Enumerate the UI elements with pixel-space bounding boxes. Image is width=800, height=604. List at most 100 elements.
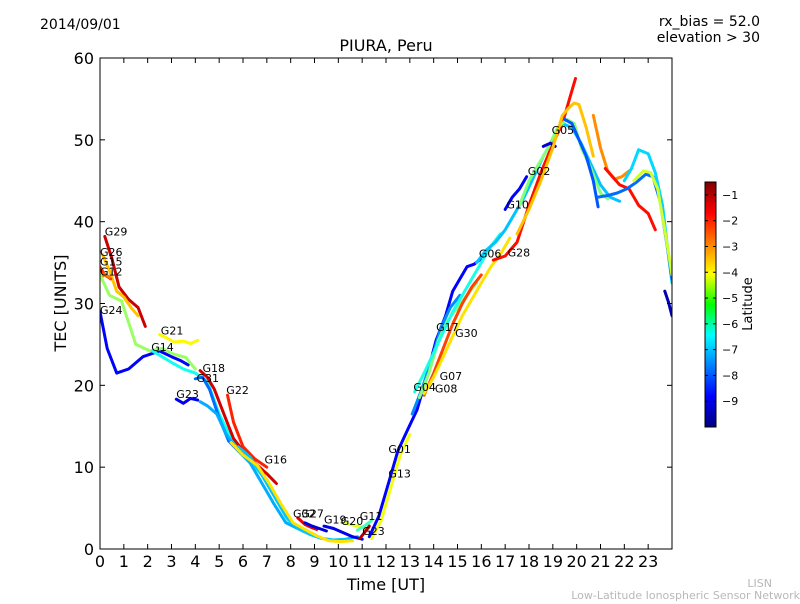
satellite-label-g23: G23 — [362, 525, 385, 538]
x-tick-label: 5 — [214, 552, 224, 571]
series-line-g12b — [663, 289, 672, 318]
x-tick-label: 12 — [376, 552, 396, 571]
satellite-label-g01: G01 — [388, 443, 411, 456]
x-tick-label: 2 — [143, 552, 153, 571]
date-label: 2014/09/01 — [40, 17, 121, 33]
y-tick-label: 50 — [74, 131, 94, 150]
satellite-label-layer: G29G26G15G12G24G21G14G18G31G22G23G16G32G… — [100, 124, 574, 538]
x-tick-label: 23 — [638, 552, 658, 571]
satellite-label-g26: G26 — [100, 246, 123, 259]
satellite-label-g07: G07 — [440, 370, 463, 383]
colorbar-tick-label: −1 — [722, 189, 738, 202]
axis-ticks: 0 1 2 3 4 5 6 7 8 9 10 11 12 13 14 15 16 17 18 19 20 21 22 2301… — [74, 49, 672, 571]
satellite-label-g12: G12 — [100, 266, 123, 279]
series-line-g24 — [100, 310, 190, 375]
series-line-g23 — [174, 396, 200, 405]
footer-network-name: Low-Latitude Ionospheric Sensor Network — [571, 589, 800, 602]
x-tick-label: 19 — [543, 552, 563, 571]
series-line-g27 — [303, 521, 328, 533]
x-tick-label: 8 — [286, 552, 296, 571]
satellite-label-g11: G11 — [360, 510, 383, 523]
series-line-g09 — [591, 113, 631, 181]
x-axis-label: Time [UT] — [346, 575, 425, 594]
satellite-label-g22: G22 — [226, 384, 249, 397]
colorbar-tick-label: −8 — [722, 369, 738, 382]
series-line-g26 — [100, 252, 140, 318]
series-line-g11 — [355, 518, 374, 532]
x-tick-label: 0 — [95, 552, 105, 571]
series-line-g23b — [198, 400, 312, 535]
satellite-label-g32: G32 — [293, 508, 316, 521]
colorbar-tick-label: −6 — [722, 318, 738, 331]
x-tick-label: 7 — [262, 552, 272, 571]
satellite-label-g13: G13 — [388, 468, 411, 481]
chart-title: PIURA, Peru — [339, 36, 433, 55]
satellite-label-g15: G15 — [100, 256, 123, 269]
y-tick-label: 20 — [74, 376, 94, 395]
x-tick-label: 18 — [519, 552, 539, 571]
colorbar — [704, 181, 717, 428]
satellite-label-g08: G08 — [435, 383, 458, 396]
y-tick-label: 10 — [74, 458, 94, 477]
colorbar-tick-label: −4 — [722, 266, 738, 279]
series-line-g04 — [413, 232, 502, 394]
x-tick-label: 10 — [328, 552, 348, 571]
series-line-g19 — [322, 524, 364, 541]
satellite-label-g29: G29 — [105, 225, 128, 238]
x-tick-label: 22 — [614, 552, 634, 571]
y-tick-label: 30 — [74, 295, 94, 314]
colorbar-tick-label: −9 — [722, 395, 738, 408]
x-tick-label: 4 — [190, 552, 200, 571]
satellite-label-g19: G19 — [324, 514, 347, 527]
series-line-g29 — [103, 234, 147, 328]
satellite-label-g10: G10 — [506, 198, 529, 211]
series-line-g03 — [563, 117, 600, 209]
satellite-label-g27: G27 — [301, 508, 324, 521]
colorbar-ticks: −1 −2 −3 −4 −5 −6 −7 −8 −9 — [705, 189, 738, 408]
series-line-g16b — [229, 441, 355, 544]
footer-lisn: LISN — [747, 577, 772, 590]
rx-bias-label: rx_bias = 52.0 — [658, 14, 760, 30]
y-tick-label: 0 — [84, 540, 94, 559]
satellite-label-g30: G30 — [455, 327, 478, 340]
series-line-g18 — [198, 369, 278, 485]
series-line-g24b — [100, 273, 197, 371]
x-tick-label: 16 — [471, 552, 491, 571]
series-layer — [100, 77, 672, 544]
satellite-label-g31: G31 — [197, 372, 220, 385]
series-line-g05b — [515, 101, 595, 236]
x-tick-label: 6 — [238, 552, 248, 571]
colorbar-tick-label: −5 — [722, 292, 738, 305]
satellite-label-g14: G14 — [151, 341, 174, 354]
series-line-g07 — [422, 273, 483, 397]
satellite-label-g05: G05 — [552, 124, 575, 137]
series-line-g28 — [491, 77, 577, 262]
satellite-label-g04: G04 — [413, 381, 436, 394]
satellite-label-g21: G21 — [161, 324, 184, 337]
satellite-label-g24: G24 — [100, 304, 123, 317]
satellite-label-g20: G20 — [341, 515, 364, 528]
colorbar-tick-label: −3 — [722, 240, 738, 253]
x-tick-label: 15 — [447, 552, 467, 571]
x-tick-label: 21 — [590, 552, 610, 571]
x-tick-label: 1 — [119, 552, 129, 571]
x-tick-label: 14 — [423, 552, 443, 571]
y-tick-label: 40 — [74, 213, 94, 232]
series-line-g25b — [596, 172, 672, 281]
y-axis-label: TEC [UNITS] — [51, 255, 70, 353]
x-tick-label: 9 — [309, 552, 319, 571]
series-line-g10 — [503, 175, 529, 211]
satellite-label-g06: G06 — [479, 248, 502, 261]
satellite-label-g23: G23 — [176, 388, 199, 401]
satellite-label-g18: G18 — [203, 362, 226, 375]
y-tick-label: 60 — [74, 49, 94, 68]
x-tick-label: 13 — [400, 552, 420, 571]
elevation-label: elevation > 30 — [656, 30, 760, 46]
satellite-label-g17: G17 — [436, 321, 459, 334]
satellite-label-g28: G28 — [508, 247, 531, 260]
x-tick-label: 11 — [352, 552, 372, 571]
series-line-g08 — [422, 236, 512, 395]
series-line-g13 — [370, 432, 412, 540]
x-tick-label: 17 — [495, 552, 515, 571]
